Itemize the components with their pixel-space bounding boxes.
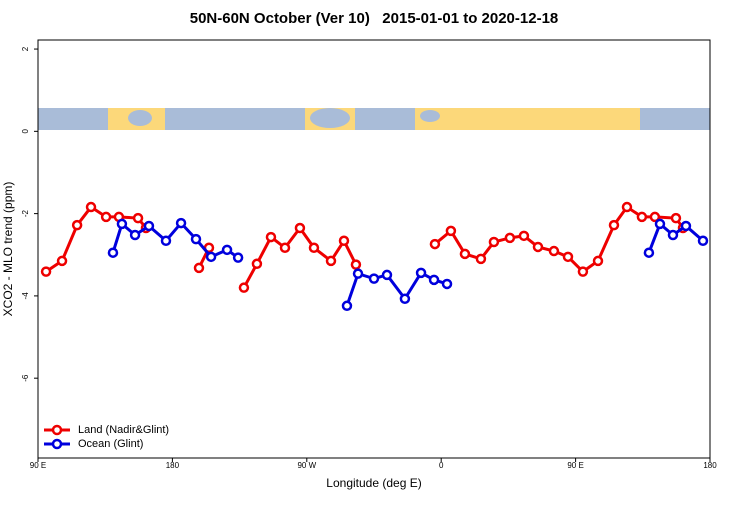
data-point	[415, 267, 427, 279]
chart-title: 50N-60N October (Ver 10) 2015-01-01 to 2…	[190, 10, 559, 27]
data-point	[445, 225, 457, 237]
data-point	[399, 293, 411, 305]
data-point	[381, 269, 393, 281]
legend-marker	[51, 424, 63, 436]
data-point	[532, 241, 544, 253]
data-point	[56, 255, 68, 267]
legend-label: Ocean (Glint)	[78, 438, 143, 450]
data-point	[504, 232, 516, 244]
x-tick-label: 90 E	[30, 461, 46, 470]
y-axis-label: XCO2 - MLO trend (ppm)	[1, 182, 15, 317]
data-point	[475, 253, 487, 265]
y-tick-label: 2	[21, 46, 30, 51]
data-point	[459, 248, 471, 260]
data-point	[518, 230, 530, 242]
data-point	[643, 247, 655, 258]
y-tick-label: -6	[21, 374, 30, 382]
data-point	[325, 255, 337, 267]
data-point	[488, 236, 500, 248]
legend-marker	[51, 438, 63, 450]
data-point	[667, 229, 679, 241]
y-tick-label: -4	[21, 292, 30, 300]
data-point	[429, 238, 441, 250]
data-point	[232, 252, 244, 263]
data-point	[428, 274, 440, 286]
data-point	[670, 212, 682, 224]
data-point	[608, 219, 620, 231]
data-point	[175, 217, 187, 229]
series-line	[45, 204, 685, 289]
x-tick-label: 0	[439, 461, 444, 470]
data-point	[107, 247, 119, 258]
data-point	[577, 266, 589, 277]
y-tick-label: -2	[21, 210, 30, 218]
data-point	[160, 235, 172, 247]
data-point	[548, 245, 560, 257]
data-point	[592, 255, 604, 267]
data-point	[100, 211, 112, 223]
data-point	[221, 244, 233, 256]
data-point	[654, 218, 666, 230]
data-point	[338, 235, 350, 247]
data-point	[562, 251, 574, 263]
x-tick-label: 180	[166, 461, 180, 470]
x-axis-label: Longitude (deg E)	[326, 476, 421, 490]
data-point	[680, 220, 692, 232]
data-point	[129, 229, 141, 241]
data-point	[85, 201, 97, 213]
data-point	[265, 231, 277, 243]
data-point	[294, 222, 306, 234]
x-tick-label: 90 E	[567, 461, 583, 470]
map-band	[38, 108, 710, 130]
data-point	[697, 235, 709, 247]
data-point	[193, 262, 205, 274]
data-point	[350, 259, 362, 270]
legend-label: Land (Nadir&Glint)	[78, 424, 169, 436]
data-point	[352, 268, 364, 279]
data-point	[308, 242, 320, 254]
data-point	[649, 211, 661, 223]
data-point	[190, 233, 202, 245]
data-point	[116, 218, 128, 230]
data-point	[132, 212, 144, 224]
data-point	[40, 266, 52, 277]
data-point	[636, 211, 648, 223]
data-point	[621, 201, 633, 213]
data-point	[238, 282, 250, 293]
data-point	[71, 219, 83, 231]
data-point	[205, 251, 217, 263]
data-point	[368, 273, 380, 284]
data-point	[143, 220, 155, 232]
x-tick-label: 180	[703, 461, 717, 470]
data-point	[341, 300, 353, 312]
y-tick-label: 0	[21, 129, 30, 134]
x-tick-label: 90 W	[297, 461, 316, 470]
data-point	[251, 258, 263, 270]
data-point	[279, 242, 291, 254]
data-point	[441, 278, 453, 290]
plot-frame	[37, 39, 711, 459]
